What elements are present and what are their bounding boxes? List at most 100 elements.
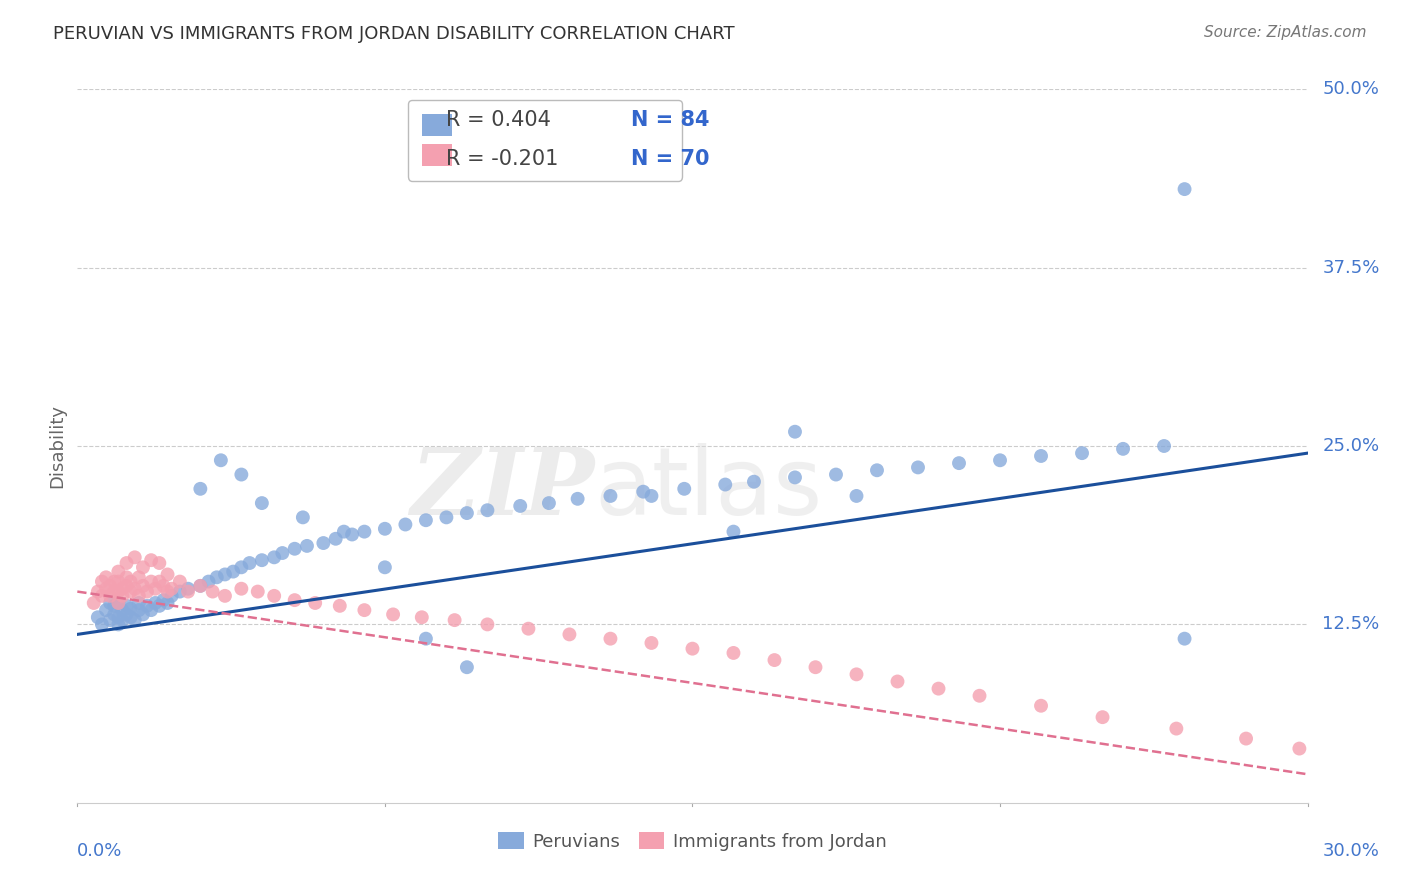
Point <box>304 596 326 610</box>
Point <box>340 527 363 541</box>
Point <box>231 560 253 574</box>
Point <box>1029 698 1052 713</box>
Text: PERUVIAN VS IMMIGRANTS FROM JORDAN DISABILITY CORRELATION CHART: PERUVIAN VS IMMIGRANTS FROM JORDAN DISAB… <box>53 25 735 43</box>
Point <box>124 582 146 596</box>
Point <box>723 646 745 660</box>
Text: 30.0%: 30.0% <box>1323 842 1379 860</box>
Point <box>115 579 138 593</box>
Point <box>177 582 200 596</box>
Point <box>111 582 134 596</box>
Point <box>132 607 155 622</box>
Point <box>98 596 121 610</box>
Point <box>141 574 163 589</box>
Point <box>169 574 191 589</box>
Point <box>160 582 183 596</box>
Point <box>177 584 200 599</box>
Point <box>567 491 589 506</box>
Point <box>128 570 150 584</box>
Point <box>111 589 134 603</box>
Text: R = 0.404: R = 0.404 <box>447 110 551 130</box>
Point <box>94 582 117 596</box>
Point <box>246 584 269 599</box>
Point <box>188 579 212 593</box>
Point <box>94 603 117 617</box>
Point <box>886 674 908 689</box>
Y-axis label: Disability: Disability <box>48 404 66 488</box>
Point <box>90 617 114 632</box>
Point <box>1174 182 1197 196</box>
Point <box>90 574 114 589</box>
Point <box>107 596 129 610</box>
Point <box>714 477 737 491</box>
Point <box>509 499 531 513</box>
Point <box>456 660 478 674</box>
Point <box>436 510 458 524</box>
Point <box>214 589 236 603</box>
Point <box>152 579 174 593</box>
Point <box>87 584 110 599</box>
Point <box>477 617 499 632</box>
Point <box>763 653 786 667</box>
Point <box>128 589 150 603</box>
Point <box>152 593 174 607</box>
Text: N = 84: N = 84 <box>631 110 710 130</box>
Point <box>120 584 142 599</box>
Point <box>107 574 129 589</box>
Point <box>148 599 170 613</box>
Point <box>141 603 163 617</box>
Point <box>271 546 294 560</box>
Point <box>209 453 232 467</box>
Point <box>353 524 375 539</box>
Point <box>132 579 155 593</box>
Point <box>115 607 138 622</box>
Point <box>160 589 183 603</box>
Point <box>329 599 352 613</box>
Point <box>866 463 889 477</box>
Point <box>825 467 848 482</box>
Point <box>115 599 138 613</box>
Point <box>263 550 285 565</box>
Point <box>188 579 212 593</box>
Point <box>111 613 134 627</box>
Point <box>928 681 950 696</box>
Point <box>156 567 179 582</box>
Point <box>197 574 219 589</box>
Point <box>143 596 166 610</box>
Point <box>1288 741 1310 756</box>
Point <box>640 636 662 650</box>
Point <box>98 613 121 627</box>
Point <box>673 482 696 496</box>
Point <box>325 532 347 546</box>
Point <box>599 489 621 503</box>
Point <box>456 506 478 520</box>
Point <box>90 589 114 603</box>
Point <box>120 610 142 624</box>
Point <box>353 603 375 617</box>
Point <box>148 574 170 589</box>
Text: 37.5%: 37.5% <box>1323 259 1379 277</box>
Point <box>107 565 129 579</box>
Point <box>969 689 991 703</box>
Point <box>136 584 159 599</box>
Point <box>537 496 560 510</box>
Point <box>374 522 396 536</box>
Point <box>148 556 170 570</box>
Point <box>132 560 155 574</box>
Point <box>599 632 621 646</box>
Point <box>1174 632 1197 646</box>
Point <box>443 613 465 627</box>
Point <box>120 574 142 589</box>
Point <box>374 560 396 574</box>
Point <box>107 610 129 624</box>
Point <box>783 425 806 439</box>
Point <box>742 475 765 489</box>
Point <box>239 556 262 570</box>
Text: ZIP: ZIP <box>409 444 595 533</box>
Point <box>214 567 236 582</box>
Point <box>231 582 253 596</box>
Point <box>120 601 142 615</box>
Point <box>1153 439 1175 453</box>
Point <box>115 570 138 584</box>
Point <box>263 589 285 603</box>
Point <box>723 524 745 539</box>
